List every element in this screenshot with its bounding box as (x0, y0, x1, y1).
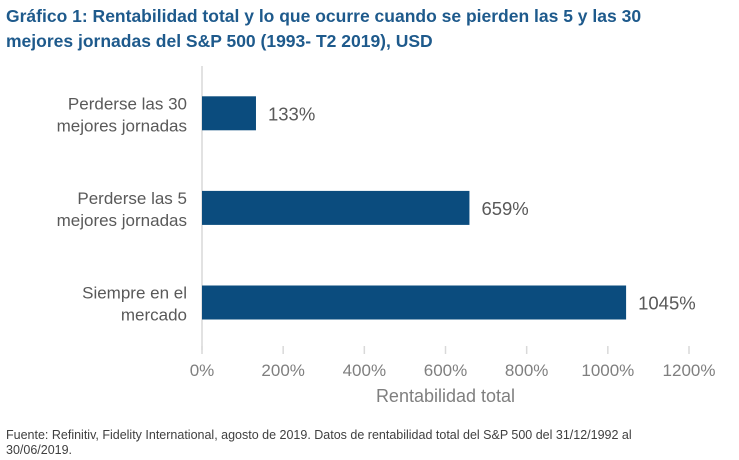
value-label-1: 133% (268, 103, 315, 124)
bar-1 (202, 96, 256, 131)
source-line-1: Fuente: Refinitiv, Fidelity Internationa… (6, 428, 632, 442)
x-tick-label-4: 600% (424, 361, 467, 380)
chart-title-line-2: mejores jornadas del S&P 500 (1993- T2 2… (6, 31, 433, 51)
bar-2 (202, 190, 470, 225)
x-tick-label-1: 0% (190, 361, 215, 380)
x-tick-label-6: 1000% (581, 361, 634, 380)
x-tick-label-7: 1200% (663, 361, 716, 380)
x-axis-title: Rentabilidad total (376, 386, 515, 406)
category-label-3: Siempre en el mercado (82, 284, 187, 325)
bar-3 (202, 285, 627, 320)
category-label-1: Perderse las 30 mejores jornadas (57, 94, 187, 135)
source-line-2: 30/06/2019. (6, 443, 73, 457)
chart-marks: 133% Perderse las 30 mejores jornadas 659% P… (57, 94, 716, 406)
x-tick-label-5: 800% (505, 361, 548, 380)
source-note: Fuente: Refinitiv, Fidelity Internationa… (6, 428, 736, 458)
chart-title-line-1: Gráfico 1: Rentabilidad total y lo que o… (6, 6, 642, 26)
x-tick-label-2: 200% (261, 361, 304, 380)
value-label-2: 659% (481, 198, 528, 219)
value-label-3: 1045% (638, 293, 696, 314)
category-label-2: Perderse las 5 mejores jornadas (57, 189, 187, 230)
x-tick-label-3: 400% (343, 361, 386, 380)
chart-title: Gráfico 1: Rentabilidad total y lo que o… (6, 4, 731, 54)
